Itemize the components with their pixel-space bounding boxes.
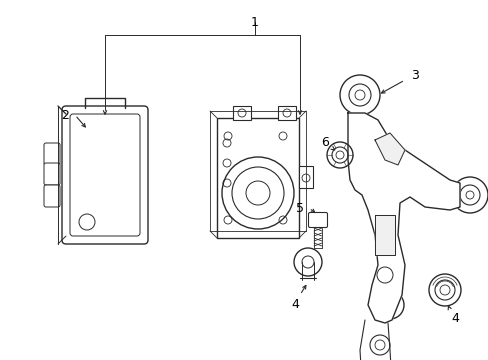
Text: 4: 4 — [450, 311, 458, 324]
FancyBboxPatch shape — [70, 114, 140, 236]
Text: 6: 6 — [321, 135, 328, 149]
FancyBboxPatch shape — [44, 143, 60, 165]
Text: 2: 2 — [61, 108, 69, 122]
FancyBboxPatch shape — [308, 212, 327, 228]
Polygon shape — [374, 215, 394, 255]
Text: 3: 3 — [410, 68, 418, 81]
Polygon shape — [374, 133, 404, 165]
Bar — [217, 118, 298, 238]
FancyBboxPatch shape — [44, 185, 60, 207]
FancyBboxPatch shape — [44, 163, 60, 185]
Text: 4: 4 — [290, 298, 298, 311]
Bar — [298, 166, 312, 188]
Polygon shape — [347, 113, 459, 323]
Bar — [278, 106, 295, 120]
Bar — [232, 106, 250, 120]
Text: 5: 5 — [295, 202, 304, 215]
Text: 1: 1 — [250, 15, 259, 28]
FancyBboxPatch shape — [62, 106, 148, 244]
